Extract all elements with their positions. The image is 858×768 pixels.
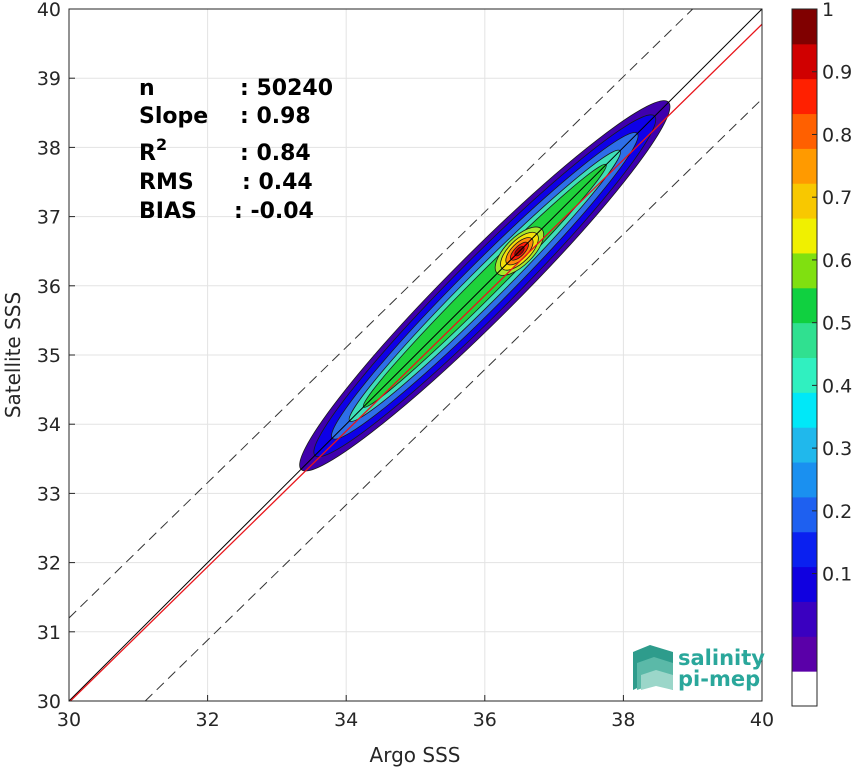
y-tick-label: 31 bbox=[37, 622, 61, 644]
colorbar-tick-label: 0.2 bbox=[822, 501, 852, 523]
colorbar-segment bbox=[792, 427, 817, 463]
colorbar-segment bbox=[792, 531, 817, 568]
stat-value-bias: : -0.04 bbox=[234, 199, 314, 224]
colorbar-segment bbox=[792, 357, 817, 393]
upper-bound-line bbox=[69, 9, 694, 619]
x-axis-title: Argo SSS bbox=[370, 743, 461, 767]
one-to-one-line bbox=[69, 9, 762, 701]
y-tick-label: 32 bbox=[37, 553, 61, 575]
y-tick-label: 35 bbox=[37, 345, 61, 367]
stat-value-r: : 0.84 bbox=[240, 141, 311, 166]
colorbar-segment bbox=[792, 148, 817, 184]
stat-label-slope: Slope bbox=[139, 104, 208, 129]
y-tick-label: 39 bbox=[37, 68, 61, 90]
x-tick-label: 34 bbox=[334, 709, 358, 731]
colorbar-tick-label: 1 bbox=[822, 0, 834, 21]
colorbar-segment bbox=[792, 496, 817, 533]
salinity-pi-mep-logo: salinity pi-mep bbox=[633, 645, 765, 691]
stat-label-superscript: 2 bbox=[156, 135, 167, 154]
regression-line bbox=[69, 23, 762, 701]
colorbar-tick-label: 0.3 bbox=[822, 438, 852, 460]
wave-icon bbox=[633, 645, 673, 690]
y-tick-label: 40 bbox=[37, 0, 61, 21]
colorbar-segment bbox=[792, 566, 817, 602]
colorbar-segment bbox=[792, 43, 817, 80]
colorbar-segment bbox=[792, 287, 817, 324]
colorbar-tick-label: 0.9 bbox=[822, 62, 852, 84]
y-tick-label: 37 bbox=[37, 207, 61, 229]
y-tick-label: 30 bbox=[37, 691, 61, 713]
colorbar-segment bbox=[792, 671, 817, 707]
colorbar-segment bbox=[792, 9, 817, 45]
colorbar-tick-label: 0.5 bbox=[822, 313, 852, 335]
y-tick-label: 38 bbox=[37, 137, 61, 159]
x-tick-label: 40 bbox=[750, 709, 774, 731]
colorbar-segment bbox=[792, 636, 817, 672]
colorbar-frame bbox=[791, 8, 818, 707]
x-tick-label: 30 bbox=[57, 709, 81, 731]
y-axis-ticks: 30 31 32 33 34 35 36 37 38 39 40 bbox=[37, 0, 75, 713]
stat-label-bias: BIAS bbox=[139, 199, 197, 224]
colorbar-segment bbox=[792, 601, 817, 637]
y-tick-label: 36 bbox=[37, 276, 61, 298]
colorbar-segment bbox=[792, 78, 817, 115]
colorbar-segment bbox=[792, 183, 817, 219]
colorbar-segment bbox=[792, 252, 817, 289]
colorbar-tick-label: 0.4 bbox=[822, 375, 852, 397]
stat-value-n: : 50240 bbox=[240, 76, 333, 101]
colorbar-segment bbox=[792, 322, 817, 358]
colorbar-tick-label: 0.7 bbox=[822, 187, 852, 209]
stat-value-slope: : 0.98 bbox=[240, 104, 311, 129]
colorbar-segment bbox=[792, 392, 817, 428]
stat-value-rms: : 0.44 bbox=[242, 170, 313, 195]
colorbar-segment bbox=[792, 113, 817, 149]
x-axis-ticks: 30 32 34 36 38 40 bbox=[57, 695, 774, 731]
x-tick-label: 32 bbox=[196, 709, 220, 731]
colorbar-tick-label: 0.1 bbox=[822, 564, 852, 586]
colorbar-tick-label: 0.8 bbox=[822, 124, 852, 146]
reference-lines bbox=[69, 9, 762, 701]
colorbar-tick-label: 0.6 bbox=[822, 250, 852, 272]
y-axis-title: Satellite SSS bbox=[1, 292, 25, 418]
colorbar: 0.1 0.2 0.3 0.4 0.5 0.6 0.7 0.8 0.9 1 bbox=[791, 0, 852, 707]
stat-label-n: n bbox=[139, 76, 155, 101]
colorbar-segment bbox=[792, 218, 817, 254]
x-tick-label: 38 bbox=[611, 709, 635, 731]
y-tick-label: 34 bbox=[37, 414, 61, 436]
x-tick-label: 36 bbox=[473, 709, 497, 731]
stat-label-rms: RMS bbox=[139, 170, 194, 195]
y-tick-label: 33 bbox=[37, 483, 61, 505]
colorbar-segment bbox=[792, 462, 817, 498]
logo-line-1: salinity bbox=[678, 646, 765, 670]
logo-line-2: pi-mep bbox=[678, 667, 760, 691]
